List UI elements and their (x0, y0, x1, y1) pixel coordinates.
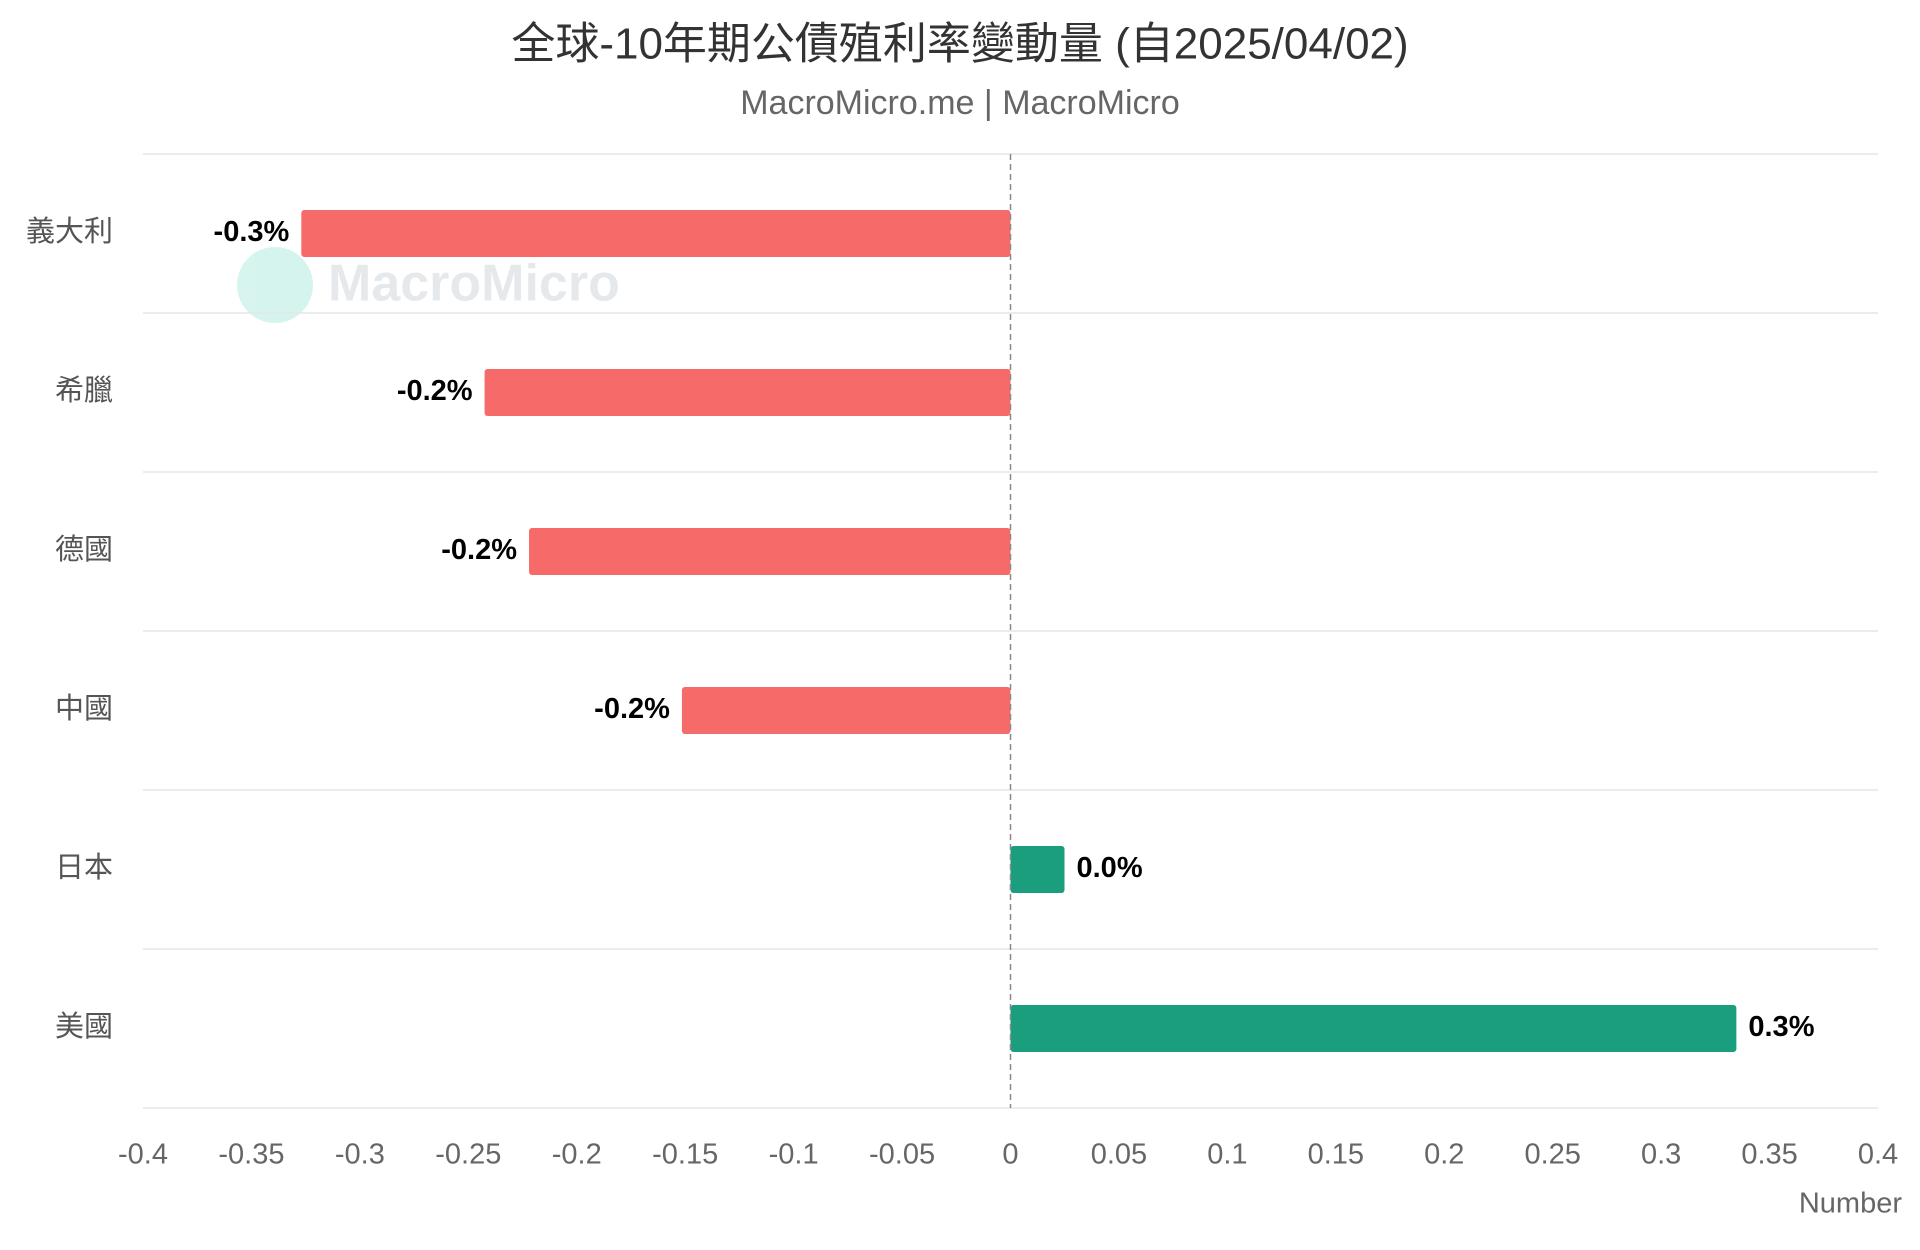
x-tick-label: 0.4 (1858, 1139, 1898, 1171)
x-tick-label: -0.2 (552, 1139, 602, 1171)
x-tick-label: -0.05 (869, 1139, 935, 1171)
x-tick-label: -0.35 (218, 1139, 284, 1171)
bar (1010, 1005, 1737, 1052)
y-tick-label: 義大利 (26, 215, 113, 248)
y-tick-label: 德國 (55, 533, 113, 566)
value-label: -0.3% (214, 216, 290, 248)
value-label: -0.2% (397, 375, 473, 407)
y-tick-label: 希臘 (55, 374, 113, 407)
x-tick-label: 0.35 (1741, 1139, 1797, 1171)
x-tick-label: -0.15 (652, 1139, 718, 1171)
value-label: 0.3% (1748, 1011, 1814, 1043)
x-tick-label: 0.25 (1524, 1139, 1580, 1171)
bar (484, 369, 1011, 416)
x-tick-label: 0.3 (1641, 1139, 1681, 1171)
watermark-group: MacroMicro (237, 247, 620, 323)
x-tick-label: -0.4 (118, 1139, 168, 1171)
value-label: -0.2% (594, 693, 670, 725)
bar (301, 210, 1011, 257)
y-tick-label: 中國 (55, 692, 113, 725)
x-tick-label: 0.2 (1424, 1139, 1464, 1171)
value-label: -0.2% (441, 534, 517, 566)
x-tick-label: -0.1 (769, 1139, 819, 1171)
bar (529, 528, 1011, 575)
x-tick-label: 0.05 (1091, 1139, 1147, 1171)
x-tick-label: 0 (1002, 1139, 1018, 1171)
x-tick-label: 0.1 (1207, 1139, 1247, 1171)
x-tick-label: -0.25 (435, 1139, 501, 1171)
y-tick-label: 美國 (55, 1010, 113, 1043)
bar (1010, 846, 1065, 893)
value-label: 0.0% (1077, 852, 1143, 884)
y-tick-label: 日本 (55, 851, 113, 884)
chart-subtitle: MacroMicro.me | MacroMicro (740, 84, 1180, 122)
watermark: MacroMicro (328, 255, 620, 313)
chart-title: 全球-10年期公債殖利率變動量 (自2025/04/02) (511, 20, 1408, 69)
x-tick-label: -0.3 (335, 1139, 385, 1171)
bar (681, 687, 1011, 734)
watermark-logo (237, 247, 313, 323)
x-tick-label: 0.15 (1308, 1139, 1364, 1171)
x-axis-label: Number (1799, 1188, 1902, 1220)
